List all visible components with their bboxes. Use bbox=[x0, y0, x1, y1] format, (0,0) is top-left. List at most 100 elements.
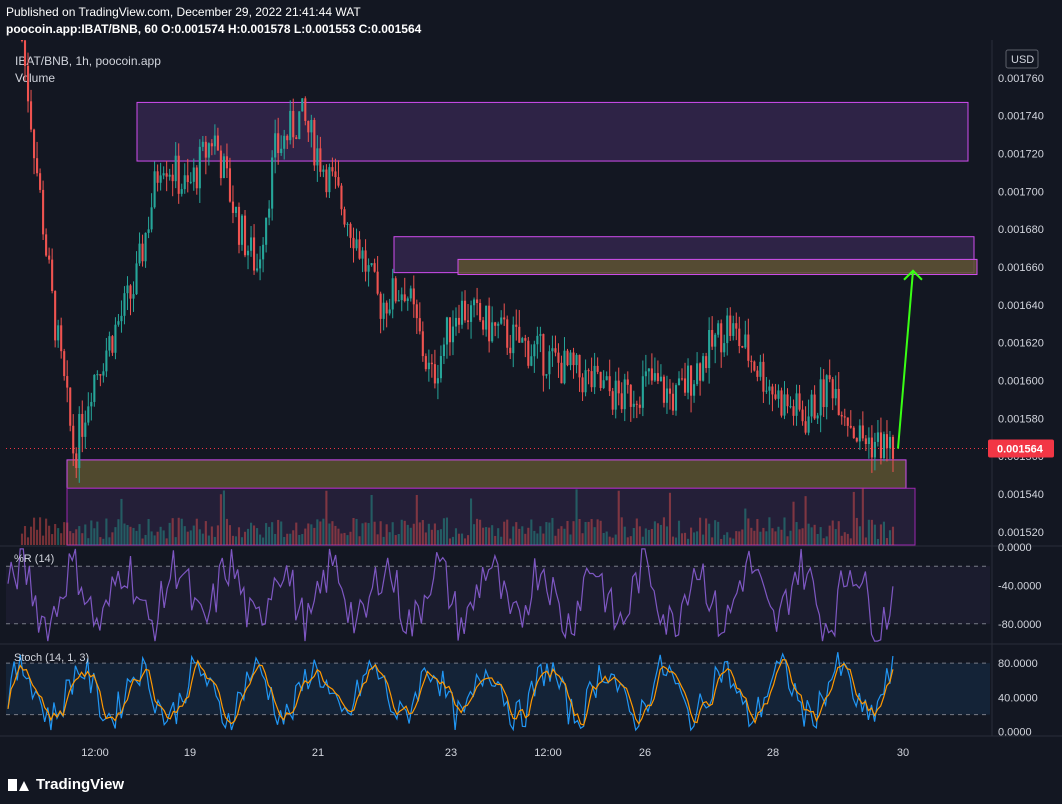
volume-bar bbox=[650, 528, 653, 545]
candle-body bbox=[340, 185, 343, 210]
candle-body bbox=[20, 40, 24, 41]
candle-body bbox=[512, 324, 515, 354]
candle-body bbox=[882, 434, 885, 459]
candle-body bbox=[108, 336, 111, 351]
candle-body bbox=[237, 206, 241, 245]
volume-bar bbox=[834, 529, 837, 545]
price-tick-label: 0.001680 bbox=[998, 224, 1044, 236]
candle-body bbox=[364, 250, 367, 272]
volume-bar bbox=[843, 532, 846, 545]
volume-bar bbox=[256, 528, 259, 545]
candle-body bbox=[307, 120, 310, 133]
candle-body bbox=[463, 300, 467, 321]
candle-body bbox=[183, 175, 186, 190]
candle-body bbox=[720, 323, 723, 353]
candle-body bbox=[662, 376, 665, 403]
candle-body bbox=[424, 356, 427, 370]
wr-tick-label: 0.0000 bbox=[998, 542, 1032, 554]
candle-body bbox=[376, 271, 379, 294]
volume-bar bbox=[138, 524, 141, 545]
candle-body bbox=[491, 322, 494, 342]
candle-body bbox=[677, 378, 681, 386]
volume-bar bbox=[213, 536, 216, 545]
volume-bar bbox=[204, 521, 207, 545]
candle-body bbox=[328, 167, 331, 193]
candle-body bbox=[575, 354, 578, 366]
volume-bar bbox=[623, 526, 626, 545]
candle-body bbox=[195, 167, 198, 189]
volume-bar bbox=[542, 533, 545, 545]
price-tick-label: 0.001540 bbox=[998, 489, 1044, 501]
candle-body bbox=[310, 119, 313, 133]
volume-bar bbox=[783, 517, 786, 545]
candle-body bbox=[409, 288, 412, 299]
candle-body bbox=[801, 409, 804, 422]
volume-bar bbox=[807, 523, 810, 545]
candle-body bbox=[45, 234, 48, 256]
volume-bar bbox=[575, 489, 578, 545]
volume-bar bbox=[497, 528, 500, 545]
candle-body bbox=[810, 394, 813, 417]
volume-bar bbox=[545, 522, 548, 545]
candle-body bbox=[623, 379, 626, 410]
volume-bar bbox=[476, 518, 479, 545]
volume-bar bbox=[488, 527, 491, 545]
candle-body bbox=[849, 425, 852, 428]
currency-box bbox=[1005, 49, 1039, 69]
volume-bar bbox=[756, 519, 759, 545]
volume-bar bbox=[280, 521, 283, 545]
candle-body bbox=[783, 394, 786, 416]
candle-body bbox=[243, 215, 247, 256]
volume-bar bbox=[186, 531, 189, 545]
time-tick-label: 12:00 bbox=[81, 747, 109, 759]
candle-body bbox=[816, 415, 819, 419]
candle-body bbox=[476, 299, 479, 304]
volume-bar bbox=[515, 522, 518, 545]
volume-bar bbox=[702, 534, 705, 545]
volume-bar bbox=[331, 521, 334, 545]
volume-bar bbox=[635, 518, 638, 545]
volume-bar bbox=[189, 530, 192, 545]
volume-bar bbox=[840, 535, 843, 545]
volume-bar bbox=[680, 533, 684, 545]
candle-body bbox=[650, 368, 653, 381]
candle-body bbox=[638, 404, 641, 408]
volume-bar bbox=[20, 533, 24, 545]
volume-bar bbox=[608, 536, 611, 545]
candle-body bbox=[855, 438, 858, 442]
volume-bar bbox=[42, 535, 45, 545]
candle-body bbox=[373, 263, 376, 272]
volume-bar bbox=[837, 521, 840, 545]
candle-body bbox=[608, 376, 611, 392]
volume-bar bbox=[271, 522, 274, 545]
candle-body bbox=[560, 362, 563, 384]
candle-body bbox=[454, 317, 458, 327]
time-tick-label: 21 bbox=[312, 747, 324, 759]
volume-bar bbox=[668, 492, 672, 545]
volume-bar bbox=[265, 523, 268, 545]
volume-bar bbox=[249, 522, 253, 545]
volume-bar bbox=[828, 525, 831, 545]
volume-bar bbox=[141, 538, 144, 545]
volume-bar bbox=[665, 526, 669, 545]
volume-bar bbox=[201, 533, 204, 545]
price-tick-label: 0.001660 bbox=[998, 262, 1044, 274]
volume-bar bbox=[801, 528, 804, 545]
candle-body bbox=[26, 65, 30, 102]
candle-body bbox=[741, 346, 744, 348]
volume-bar bbox=[114, 527, 117, 545]
volume-bar bbox=[129, 526, 132, 545]
candle-body bbox=[198, 146, 201, 189]
volume-bar bbox=[518, 528, 521, 545]
candle-body bbox=[590, 371, 593, 388]
candle-body bbox=[759, 361, 762, 377]
volume-bar bbox=[644, 528, 647, 545]
candle-body bbox=[442, 344, 445, 357]
chart-canvas[interactable]: IBAT/BNB, 1h, poocoin.app Volume 0.00176… bbox=[0, 40, 1062, 770]
volume-bar bbox=[427, 523, 430, 545]
currency-label: USD bbox=[1011, 54, 1034, 66]
volume-bar bbox=[397, 533, 400, 545]
candle-body bbox=[96, 374, 99, 376]
volume-bar bbox=[629, 536, 632, 545]
candle-body bbox=[129, 285, 132, 299]
